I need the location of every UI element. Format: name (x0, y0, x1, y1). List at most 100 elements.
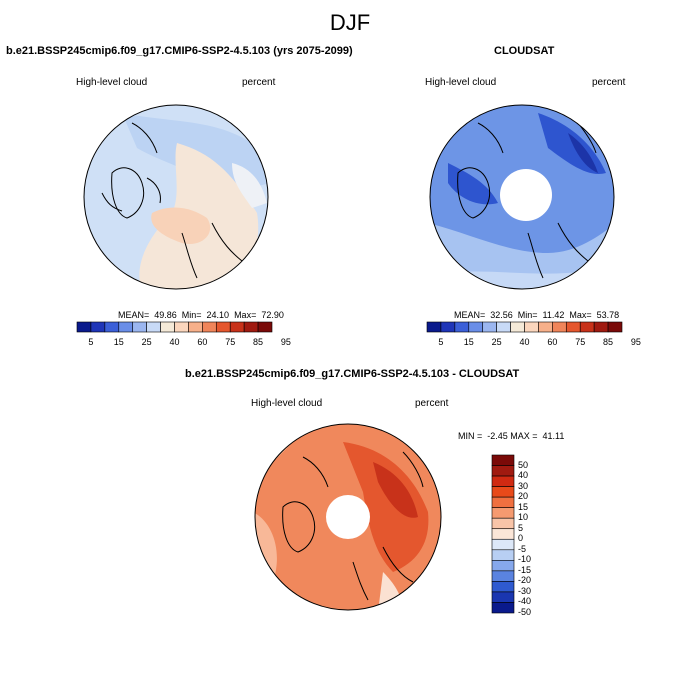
cb3-tick-label: 5 (518, 522, 524, 533)
cb3-tick-label: 30 (518, 480, 529, 491)
map-2-border (429, 104, 615, 290)
map-1-contour-high (151, 207, 211, 244)
panel-1-stats: MEAN= 49.86 Min= 24.10 Max= 72.90 (118, 310, 284, 320)
panel-1-units: percent (242, 77, 276, 88)
cb1-swatch-0 (76, 321, 92, 333)
cb3-tick-label: 15 (518, 501, 529, 512)
cb3-tick-label: -30 (518, 585, 532, 596)
cb1-swatch-6 (160, 321, 175, 333)
cb3-tick-label: 40 (518, 470, 529, 481)
map-3-coastlines (282, 451, 424, 601)
cb3-swatch-0 (491, 454, 515, 466)
cb3-swatch-9 (491, 549, 515, 561)
cb3-tick-label: -20 (518, 575, 532, 586)
panel-2-colorbar (426, 321, 623, 333)
cb2-swatch-3 (468, 321, 484, 333)
cb1-swatch-3 (118, 321, 134, 333)
cb1-swatch-4 (132, 321, 147, 333)
cb3-swatch-2 (491, 475, 515, 487)
cb1-swatch-1 (90, 321, 106, 333)
panel-2-stats: MEAN= 32.56 Min= 11.42 Max= 53.78 (454, 310, 620, 320)
panel-2-title: CLOUDSAT (494, 45, 555, 57)
cb3-swatch-1 (491, 465, 515, 477)
cb3-tick-label: -10 (518, 554, 532, 565)
cb2-tick-label: 60 (547, 337, 558, 347)
cb2-swatch-12 (593, 321, 609, 333)
cb1-swatch-7 (174, 321, 189, 333)
cb2-tick-label: 15 (463, 337, 474, 347)
cb2-swatch-0 (426, 321, 442, 333)
cb1-tick-label: 75 (225, 337, 236, 347)
cb1-tick-label: 5 (88, 337, 94, 347)
cb3-tick-label: -5 (518, 543, 527, 554)
map-2-contour-lower (448, 271, 588, 289)
cb1-tick-label: 25 (141, 337, 152, 347)
diff-panel-units: percent (415, 398, 449, 409)
cb1-tick-label: 60 (197, 337, 208, 347)
cb1-swatch-2 (104, 321, 120, 333)
cb2-swatch-8 (538, 321, 553, 333)
panel-2-colorbar-labels: 5 15 25 40 60 75 85 95 (427, 337, 641, 349)
panel-1-variable: High-level cloud (76, 77, 148, 88)
map-2-pole-gap (500, 169, 552, 221)
panel-1-polar-map (83, 104, 269, 290)
cb3-swatch-5 (491, 507, 515, 519)
cb3-swatch-13 (491, 591, 515, 603)
panel-2-polar-map (429, 104, 615, 290)
cb3-tick-label: 50 (518, 459, 529, 470)
cb2-swatch-13 (607, 321, 623, 333)
cb2-swatch-7 (524, 321, 539, 333)
cb3-tick-label: 0 (518, 533, 524, 544)
cb2-swatch-2 (454, 321, 470, 333)
cb1-tick-label: 95 (280, 337, 291, 347)
cb2-swatch-4 (482, 321, 497, 333)
cb2-swatch-6 (510, 321, 525, 333)
cb1-tick-label: 15 (113, 337, 124, 347)
cb2-swatch-11 (579, 321, 595, 333)
season-title: DJF (329, 10, 371, 35)
cb3-tick-label: -50 (518, 607, 532, 617)
map-2-coastlines (457, 122, 597, 279)
cb1-swatch-11 (229, 321, 245, 333)
cb1-swatch-9 (202, 321, 217, 333)
cb1-swatch-12 (243, 321, 259, 333)
cb3-tick-label: -40 (518, 596, 532, 607)
cb3-tick-label: 10 (518, 512, 529, 523)
cb3-swatch-11 (491, 570, 515, 582)
diff-panel-variable: High-level cloud (251, 398, 323, 409)
cb3-swatch-6 (491, 517, 515, 530)
map-1-border (83, 104, 269, 290)
cb1-tick-label: 40 (169, 337, 180, 347)
cb3-swatch-12 (491, 581, 515, 593)
cb2-swatch-1 (440, 321, 456, 333)
cb2-tick-label: 25 (491, 337, 502, 347)
cb2-tick-label: 95 (630, 337, 641, 347)
cb3-tick-label: 20 (518, 491, 529, 502)
cb2-tick-label: 75 (575, 337, 586, 347)
cb3-swatch-10 (491, 560, 515, 572)
panel-1-title: b.e21.BSSP245cmip6.f09_g17.CMIP6-SSP2-4.… (6, 45, 353, 57)
map-3-contour-max (373, 462, 418, 518)
cb1-swatch-8 (188, 321, 203, 333)
cb2-tick-label: 85 (603, 337, 614, 347)
cb2-swatch-10 (565, 321, 581, 333)
diff-polar-map (254, 423, 442, 611)
panel-1-colorbar-labels: 5 15 25 40 60 75 85 95 (77, 337, 291, 349)
panel-2-variable: High-level cloud (425, 77, 497, 88)
diff-panel-stats: MIN = -2.45 MAX = 41.11 (458, 431, 565, 441)
cb2-tick-label: 5 (438, 337, 444, 347)
cb1-swatch-10 (215, 321, 231, 333)
diff-colorbar-labels: 50 40 30 20 15 10 5 0 -5 -10 -15 -20 -30 -40 -50 (518, 455, 548, 617)
cb1-swatch-5 (146, 321, 161, 333)
map-3-border (254, 423, 442, 611)
cb1-tick-label: 85 (253, 337, 264, 347)
map-1-contour-neutral (232, 163, 267, 208)
map-3-contour-high (343, 442, 429, 572)
cb3-swatch-7 (491, 528, 515, 540)
panel-1-colorbar (76, 321, 273, 333)
map-2-contour-dense (448, 113, 606, 205)
diff-colorbar (491, 454, 515, 614)
cb3-swatch-4 (491, 496, 515, 508)
panel-2-units: percent (592, 77, 626, 88)
cb2-swatch-9 (552, 321, 567, 333)
